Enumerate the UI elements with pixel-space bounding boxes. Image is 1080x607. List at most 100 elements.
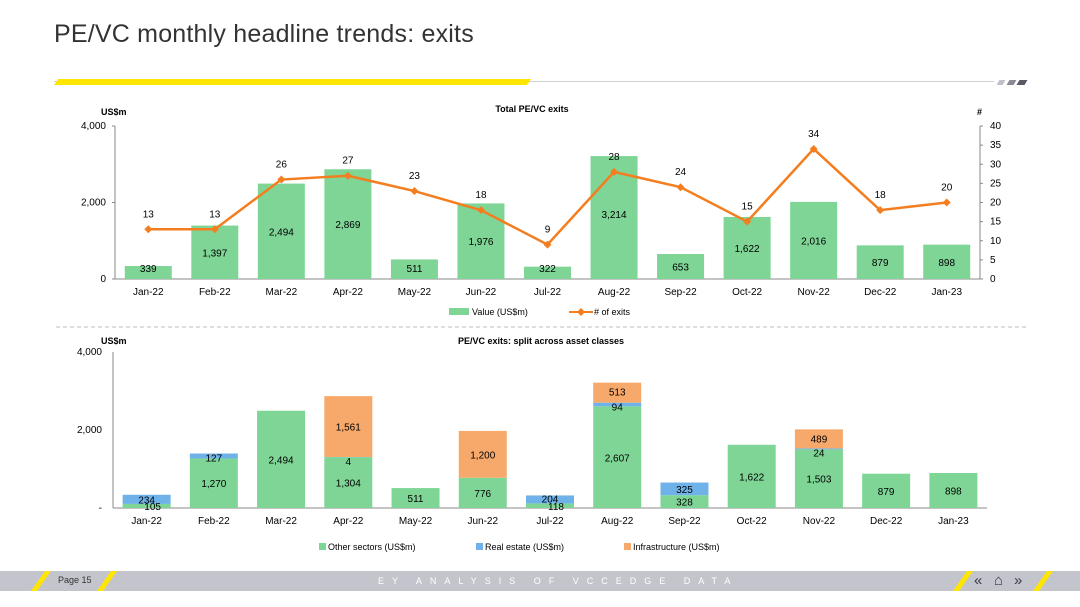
x-tick-label: Feb-22 xyxy=(198,516,230,527)
footer-stripe xyxy=(96,571,118,591)
y-axis-title: US$m xyxy=(101,336,127,346)
chart-title: Total PE/VC exits xyxy=(495,104,568,114)
real-estate-bar xyxy=(526,495,574,504)
other-sectors-label: 1,304 xyxy=(336,479,361,490)
infrastructure-bar xyxy=(458,430,507,478)
next-page-icon[interactable]: » xyxy=(1014,572,1023,589)
exits-count-label: 15 xyxy=(742,202,754,213)
exits-count-label: 20 xyxy=(941,183,953,194)
exits-count-label: 23 xyxy=(409,171,421,182)
y2-tick-label: 10 xyxy=(990,236,1002,247)
other-sectors-label: 105 xyxy=(144,502,161,513)
exits-count-label: 34 xyxy=(808,129,820,140)
infrastructure-label: 1,561 xyxy=(336,423,361,434)
legend-label: Real estate (US$m) xyxy=(485,542,564,552)
y-tick-label: 4,000 xyxy=(77,347,102,358)
real-estate-label: 234 xyxy=(138,495,155,506)
other-sectors-bar xyxy=(727,444,776,508)
exits-count-label: 28 xyxy=(608,152,620,163)
exits-count-label: 24 xyxy=(675,167,687,178)
legend-swatch xyxy=(476,543,483,550)
real-estate-bar xyxy=(660,482,709,496)
exits-count-marker xyxy=(610,167,619,176)
bar-value-label: 1,622 xyxy=(735,244,760,255)
exits-count-label: 13 xyxy=(143,209,155,220)
real-estate-bar xyxy=(593,402,642,407)
exits-count-marker xyxy=(410,187,419,196)
other-sectors-bar xyxy=(794,449,843,508)
exits-count-marker xyxy=(144,225,153,234)
exits-count-label: 18 xyxy=(475,190,487,201)
footer-bar: Page 15 EY ANALYSIS OF VCCEDGE DATA « ⌂ … xyxy=(0,571,1080,591)
x-tick-label: Oct-22 xyxy=(737,516,767,527)
legend-label: Infrastructure (US$m) xyxy=(633,542,720,552)
y2-tick-label: 30 xyxy=(990,159,1002,170)
other-sectors-bar xyxy=(526,503,574,508)
x-tick-label: Sep-22 xyxy=(664,287,697,298)
y-tick-label: - xyxy=(99,503,102,514)
other-sectors-label: 511 xyxy=(408,494,424,505)
prev-page-icon[interactable]: « xyxy=(974,572,983,589)
bar-value-label: 653 xyxy=(672,263,689,274)
other-sectors-bar xyxy=(593,406,642,508)
other-sectors-label: 776 xyxy=(474,489,491,500)
x-tick-label: May-22 xyxy=(399,516,433,527)
value-bar xyxy=(723,216,771,279)
footer-stripe xyxy=(30,571,52,591)
x-tick-label: Apr-22 xyxy=(333,516,363,527)
real-estate-bar xyxy=(189,453,238,459)
x-tick-label: Nov-22 xyxy=(803,516,836,527)
x-tick-label: Mar-22 xyxy=(266,287,298,298)
other-sectors-bar xyxy=(862,473,911,508)
bar-value-label: 2,494 xyxy=(269,227,294,238)
x-tick-label: Jan-22 xyxy=(131,516,162,527)
real-estate-label: 94 xyxy=(612,403,624,414)
value-bar xyxy=(324,169,372,279)
y-tick-label: 0 xyxy=(100,274,106,285)
value-bar xyxy=(657,254,705,279)
legend-swatch-value xyxy=(449,308,469,315)
x-tick-label: Aug-22 xyxy=(601,516,634,527)
x-tick-label: Dec-22 xyxy=(864,287,897,298)
other-sectors-label: 1,622 xyxy=(739,472,764,483)
x-tick-label: Jun-22 xyxy=(467,516,498,527)
exits-count-label: 27 xyxy=(342,156,354,167)
y2-tick-label: 20 xyxy=(990,198,1002,209)
value-bar xyxy=(856,245,904,279)
bar-value-label: 2,869 xyxy=(335,220,360,231)
legend-swatch xyxy=(624,543,631,550)
value-bar xyxy=(790,201,838,279)
exits-count-marker xyxy=(942,198,951,207)
value-bar xyxy=(124,266,172,279)
bar-value-label: 339 xyxy=(140,264,157,275)
other-sectors-label: 1,270 xyxy=(201,479,226,490)
x-tick-label: Mar-22 xyxy=(265,516,297,527)
other-sectors-label: 1,503 xyxy=(806,475,831,486)
footer-stripe xyxy=(952,571,974,591)
real-estate-bar xyxy=(794,448,843,450)
x-tick-label: Sep-22 xyxy=(668,516,701,527)
legend-swatch xyxy=(319,543,326,550)
real-estate-bar xyxy=(122,494,171,504)
x-tick-label: Oct-22 xyxy=(732,287,762,298)
y2-tick-label: 15 xyxy=(990,217,1002,228)
y2-tick-label: 25 xyxy=(990,178,1002,189)
infrastructure-bar xyxy=(794,429,843,449)
x-tick-label: Jan-23 xyxy=(931,287,962,298)
infrastructure-label: 1,200 xyxy=(470,450,495,461)
footer-source: EY ANALYSIS OF VCCEDGE DATA xyxy=(378,576,739,586)
other-sectors-bar xyxy=(929,472,978,508)
exits-count-marker xyxy=(676,183,685,192)
x-tick-label: Nov-22 xyxy=(798,287,831,298)
infrastructure-label: 513 xyxy=(609,388,626,399)
value-bar xyxy=(191,225,239,279)
y2-tick-label: 5 xyxy=(990,255,996,266)
exits-count-marker xyxy=(809,144,818,153)
y2-axis-title: # xyxy=(977,107,982,117)
other-sectors-label: 2,494 xyxy=(269,455,294,466)
other-sectors-label: 879 xyxy=(878,487,895,498)
exits-count-label: 18 xyxy=(875,190,887,201)
home-icon[interactable]: ⌂ xyxy=(994,572,1004,589)
y2-tick-label: 0 xyxy=(990,274,996,285)
bar-value-label: 1,397 xyxy=(202,248,227,259)
